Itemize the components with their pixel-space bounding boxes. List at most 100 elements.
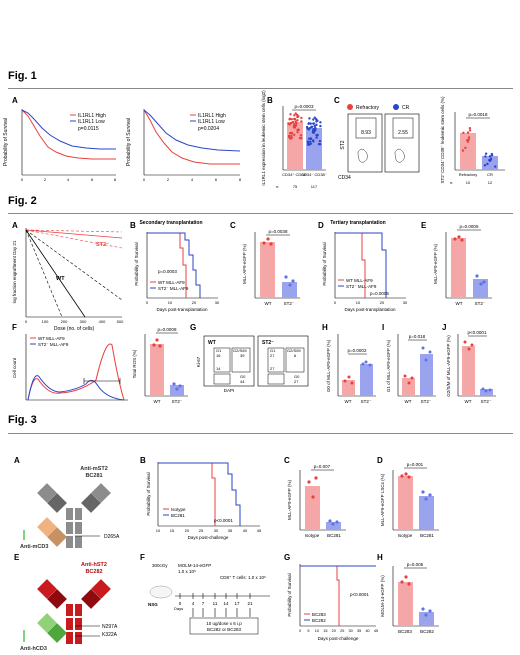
day-label: 14 [223, 601, 229, 606]
svg-text:40: 40 [243, 528, 248, 533]
svg-text:WT: WT [456, 301, 463, 306]
svg-text:45: 45 [257, 528, 262, 533]
data-point [462, 131, 465, 135]
data-point [298, 136, 302, 140]
svg-text:200: 200 [61, 319, 68, 324]
svg-text:6: 6 [91, 177, 94, 182]
data-point [316, 133, 319, 137]
svg-text:p=0.0005: p=0.0005 [460, 224, 479, 229]
fig2-b-plot: Secondary transplantation Probability of… [134, 220, 220, 312]
svg-text:16: 16 [216, 353, 221, 358]
data-point [300, 120, 303, 123]
fig1-a-right-p: p=0.0204 [198, 126, 219, 132]
data-point [467, 136, 471, 139]
svg-text:Tertiary transplantation: Tertiary transplantation [330, 220, 385, 226]
svg-text:BC282: BC282 [312, 618, 326, 623]
fig3-title: Fig. 3 [8, 414, 37, 426]
data-point [312, 128, 315, 131]
svg-text:6: 6 [294, 353, 297, 358]
data-point [307, 143, 310, 146]
fig1-divider [8, 88, 513, 89]
svg-text:4: 4 [191, 177, 194, 182]
data-point [313, 125, 316, 128]
svg-text:ST2⁻: ST2⁻ [361, 399, 372, 404]
svg-text:Probability of Survival: Probability of Survival [322, 242, 327, 285]
data-point [293, 114, 296, 117]
data-point [296, 130, 299, 134]
svg-text:MLL-AF9-eGFP (%): MLL-AF9-eGFP (%) [433, 244, 438, 284]
svg-text:G: G [190, 323, 196, 332]
svg-text:WT: WT [265, 301, 272, 306]
svg-text:p=0.018: p=0.018 [409, 334, 426, 339]
data-point [314, 128, 317, 132]
svg-text:A: A [14, 456, 20, 465]
svg-text:A: A [12, 221, 18, 230]
svg-text:H: H [377, 553, 383, 562]
x-tick-label: 20 [332, 629, 336, 633]
svg-text:WT MLL-AF9: WT MLL-AF9 [158, 280, 185, 285]
svg-text:p<0.0001: p<0.0001 [214, 518, 233, 523]
data-point [318, 139, 322, 143]
svg-text:p=0.0008: p=0.0008 [158, 327, 177, 332]
svg-text:12: 12 [488, 180, 493, 185]
fig1-a-left-plot: Probability of Survival IL1RL1 High IL1R… [3, 109, 117, 182]
data-point [315, 123, 318, 127]
svg-text:MOLM-14-eGFP: MOLM-14-eGFP [178, 563, 211, 568]
data-point [307, 122, 311, 125]
svg-text:117: 117 [311, 184, 318, 189]
fig1-a-left-legend-high: IL1RL1 High [78, 113, 106, 119]
svg-text:10: 10 [156, 528, 161, 533]
x-tick-label: 40 [365, 629, 369, 633]
x-tick-label: 30 [349, 629, 353, 633]
data-point [490, 154, 494, 157]
svg-text:G2/S/M: G2/S/M [287, 348, 301, 353]
svg-text:Total ROS (%): Total ROS (%) [132, 349, 137, 378]
svg-text:G2/S/M of MLL-AF9-eGFP (%): G2/S/M of MLL-AF9-eGFP (%) [446, 335, 451, 397]
svg-text:BC281: BC281 [171, 513, 185, 518]
svg-text:BC282: BC282 [420, 629, 434, 634]
svg-text:Cell count: Cell count [12, 357, 17, 378]
svg-text:ST2⁻: ST2⁻ [172, 399, 183, 404]
fig3-f-schedule: 300cGy MOLM-14-eGFP 1.0 x 10⁵ CD8⁺ T cel… [148, 563, 270, 635]
svg-text:Days post-transplantation: Days post-transplantation [344, 307, 396, 312]
svg-text:CR: CR [402, 105, 410, 111]
svg-text:Days post-challenge: Days post-challenge [318, 636, 359, 641]
svg-text:G1 of MLL-AF9-eGFP (%): G1 of MLL-AF9-eGFP (%) [386, 339, 391, 392]
svg-text:n:: n: [276, 184, 279, 189]
svg-text:BC281: BC281 [420, 533, 434, 538]
svg-text:100: 100 [42, 319, 49, 324]
fig1-a-right-plot: Probability of Survival IL1RL1 High IL1R… [126, 109, 242, 182]
data-point [288, 117, 292, 121]
svg-text:0: 0 [146, 300, 149, 305]
svg-text:E: E [421, 221, 427, 230]
data-point [494, 165, 497, 168]
svg-text:G2/S/M: G2/S/M [233, 348, 247, 353]
svg-text:Probability of Survival: Probability of Survival [287, 573, 292, 616]
svg-text:ST2⁺CD34⁺CD38⁻ leukemic stem c: ST2⁺CD34⁺CD38⁻ leukemic stem cells (%) [440, 96, 445, 183]
svg-text:H: H [322, 323, 328, 332]
svg-text:BC283: BC283 [398, 629, 412, 634]
svg-text:p=0.0005: p=0.0005 [370, 291, 389, 296]
data-point [297, 115, 300, 118]
x-tick-label: 5 [307, 629, 309, 633]
svg-text:Anti-hST2: Anti-hST2 [81, 562, 107, 568]
svg-text:CD34⁺ CD38⁻: CD34⁺ CD38⁻ [282, 172, 308, 177]
svg-text:p=0.007: p=0.007 [314, 464, 331, 469]
svg-text:ST2⁻: ST2⁻ [481, 399, 492, 404]
x-tick-label: 45 [374, 629, 378, 633]
svg-text:WT MLL-AF9: WT MLL-AF9 [38, 336, 65, 341]
data-point [296, 119, 299, 122]
fig2-divider [8, 213, 513, 214]
data-point [289, 122, 293, 125]
svg-text:B: B [130, 221, 136, 230]
svg-text:2.55: 2.55 [398, 130, 408, 136]
data-point [308, 126, 312, 130]
svg-text:G1: G1 [270, 348, 276, 353]
svg-text:Refractory: Refractory [356, 105, 380, 111]
fig2-d-plot: Tertiary transplantation Probability of … [322, 220, 408, 312]
svg-text:300cGy: 300cGy [152, 563, 168, 568]
svg-text:Days: Days [174, 606, 183, 611]
svg-text:Isotype: Isotype [398, 533, 413, 538]
svg-text:ST2⁻ MLL-AF9: ST2⁻ MLL-AF9 [38, 342, 69, 347]
fig2-f-bar: Total ROS (%) p=0.0008 WT ST2⁻ [132, 327, 188, 404]
